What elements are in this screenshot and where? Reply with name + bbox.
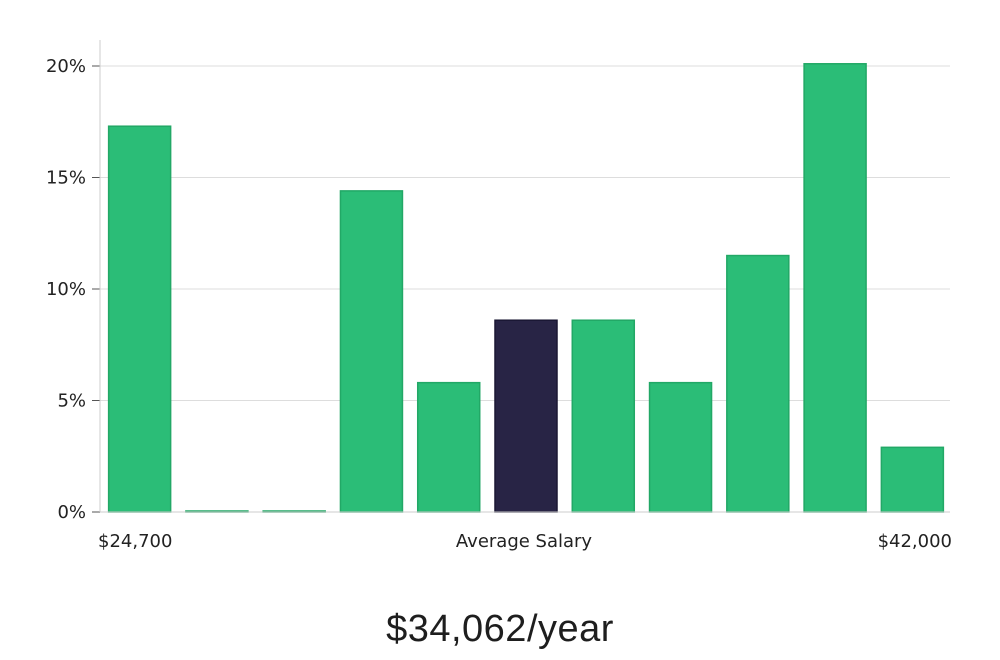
x-axis-label: Average Salary — [456, 531, 593, 552]
y-tick-label: 0% — [57, 502, 86, 523]
bar — [726, 254, 790, 513]
salary-histogram: 0% 5% 10% 15% 20% $24,700 Average Salary $42… — [46, 40, 952, 552]
y-axis-ticks: 0% 5% 10% 15% 20% — [46, 56, 100, 523]
bar — [880, 446, 945, 513]
bars — [107, 63, 945, 513]
y-tick-label: 5% — [57, 391, 86, 412]
average-salary-value: $34,062/year — [386, 608, 614, 650]
x-max-label: $42,000 — [878, 531, 952, 552]
bar — [803, 63, 867, 513]
bar — [648, 381, 713, 513]
bar — [416, 381, 481, 513]
x-min-label: $24,700 — [98, 531, 172, 552]
y-tick-label: 15% — [46, 168, 86, 189]
bar — [339, 190, 404, 513]
y-tick-label: 10% — [46, 279, 86, 300]
y-tick-label: 20% — [46, 56, 86, 77]
bar-highlighted — [494, 319, 558, 513]
bar — [107, 125, 172, 513]
bar — [571, 319, 636, 513]
